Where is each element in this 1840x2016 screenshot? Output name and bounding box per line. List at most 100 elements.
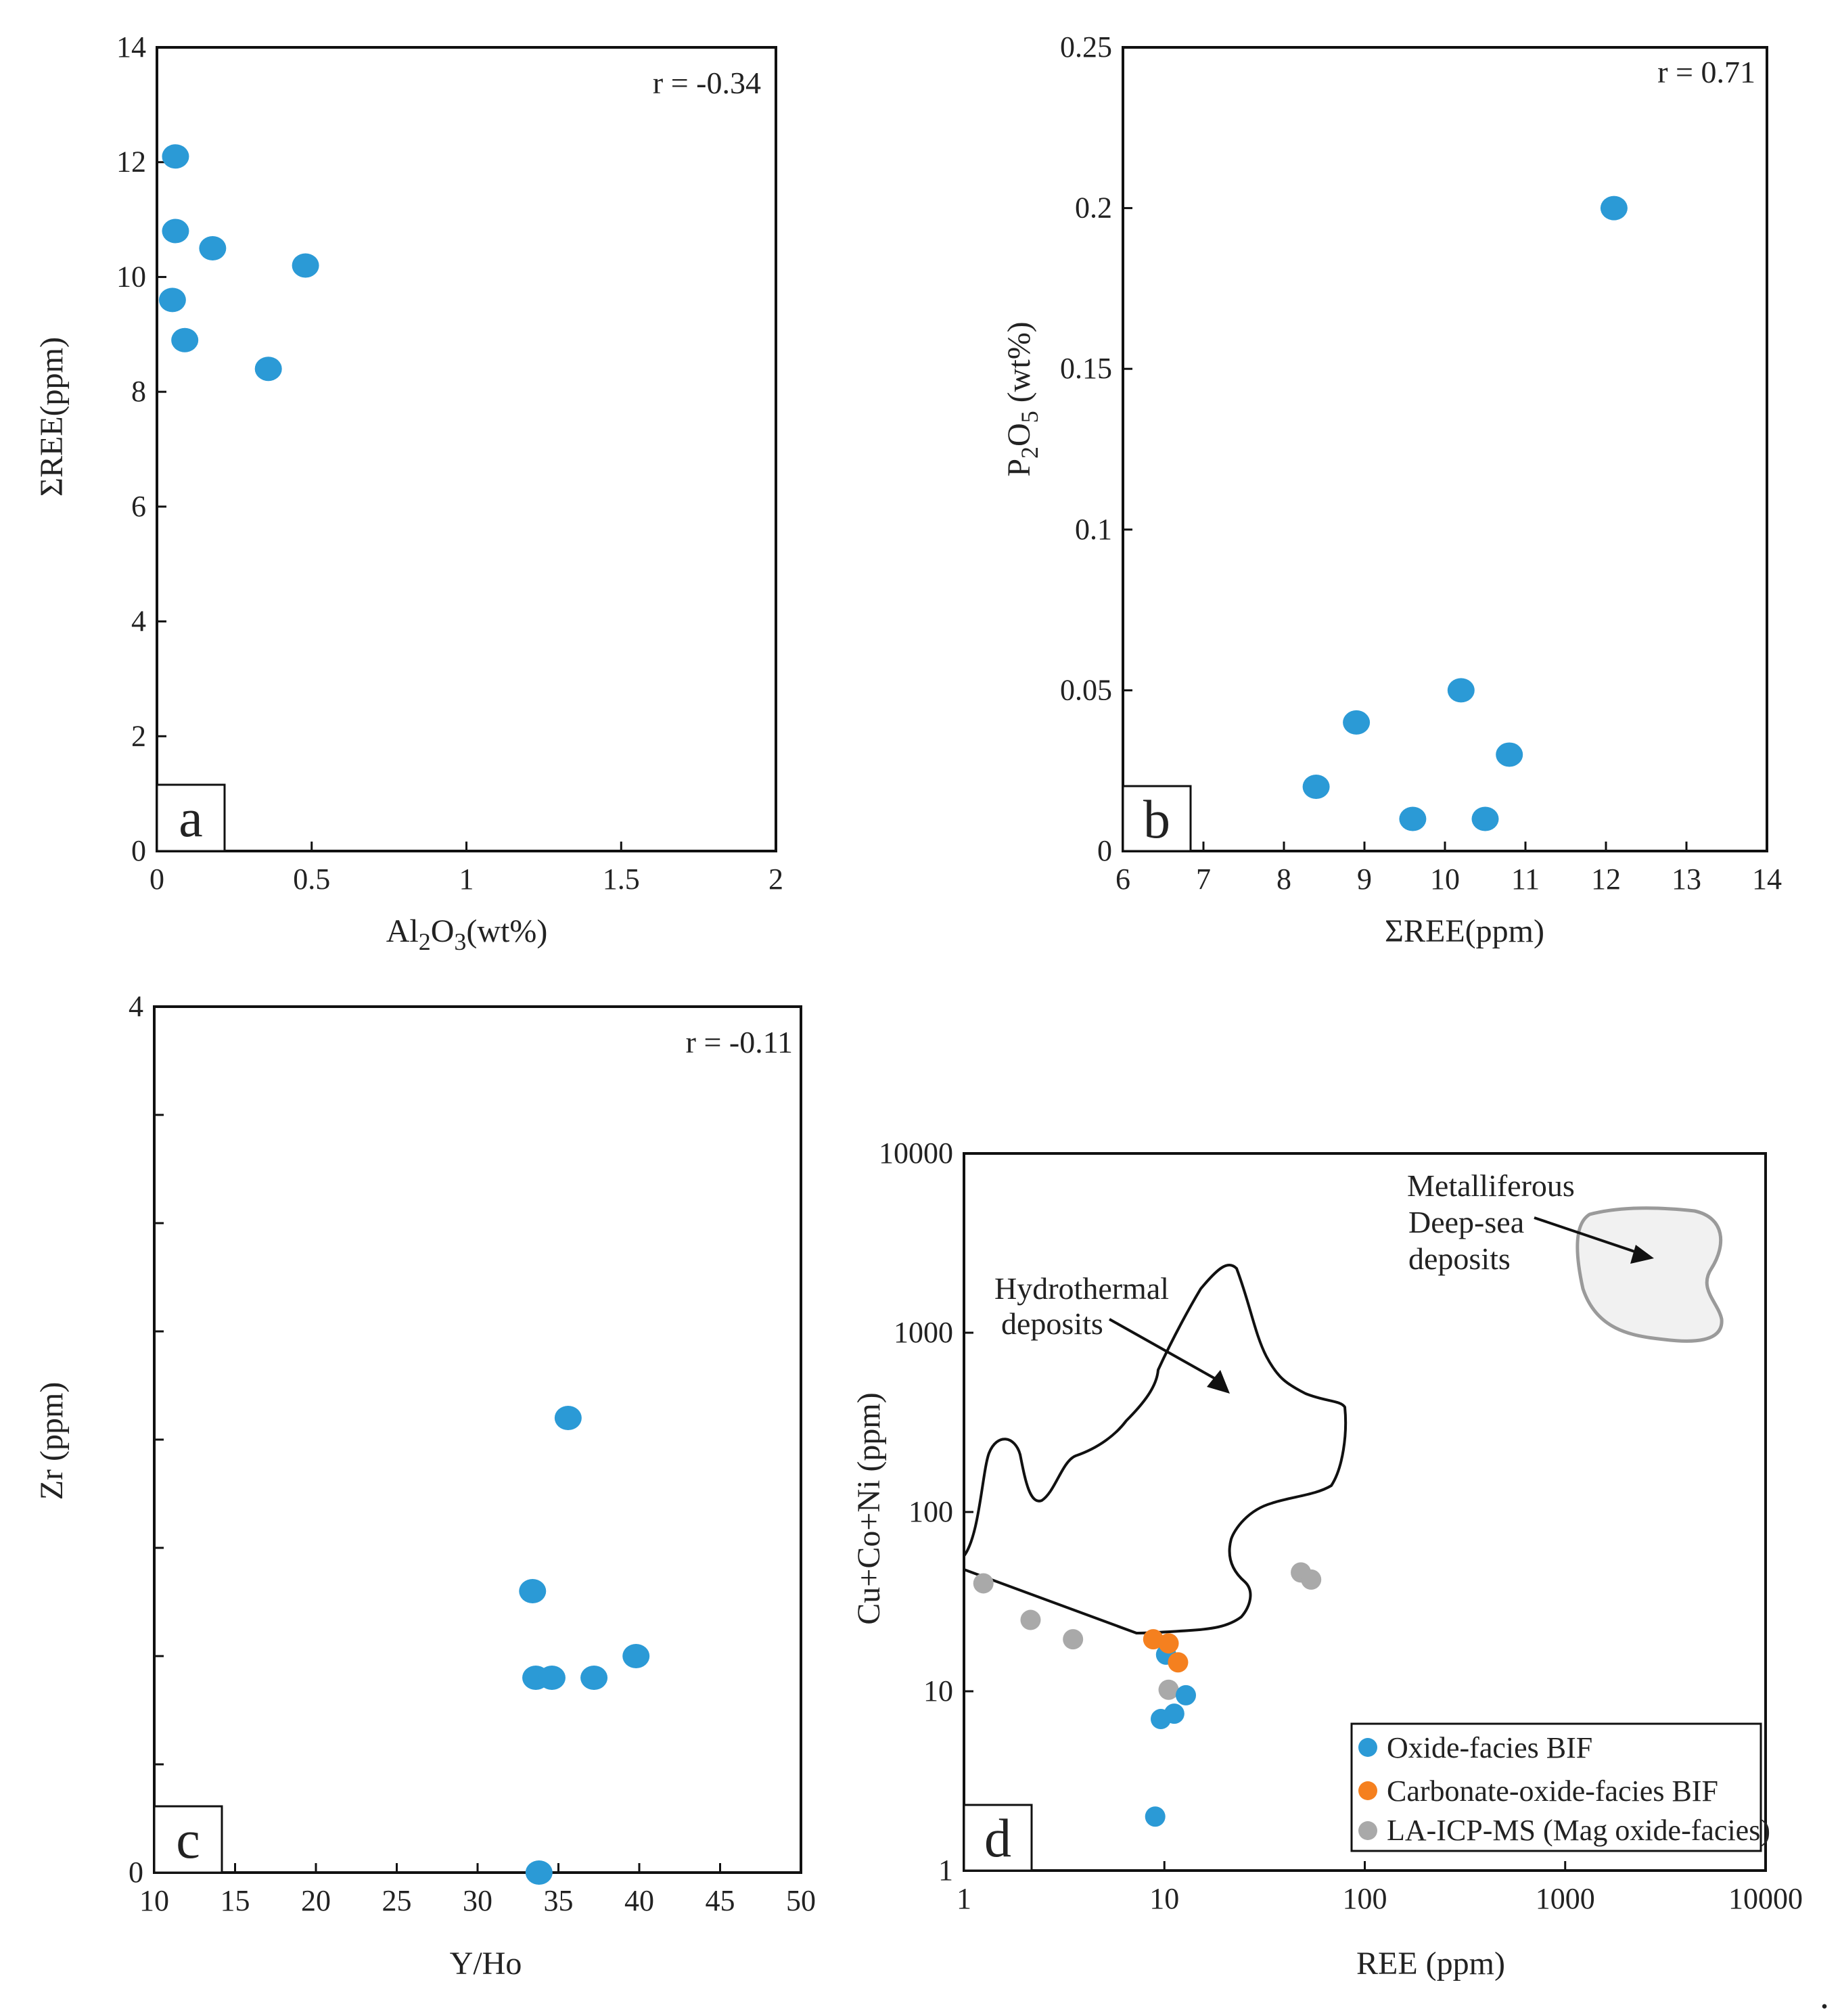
metalliferous-label: Metalliferous [1407,1168,1575,1203]
panel-b-ytick-label: 0.15 [1060,352,1112,385]
panel-d-letter-box [963,1804,1033,1872]
panel-d-xlabel: REE (ppm) [1356,1946,1505,1981]
panel-b-data-point [1302,774,1330,799]
legend-carbonate-label: Carbonate-oxide-facies BIF [1387,1774,1718,1808]
panel-d-ylabel: Cu+Co+Ni (ppm) [851,1392,887,1624]
panel-c-data-point [538,1666,566,1690]
panel-c-data-point [519,1579,547,1603]
panel-b-ytick-label: 0 [1097,834,1112,867]
panel-a-data-point [162,144,189,169]
panel-b-ytick-label: 0.25 [1060,30,1112,64]
legend-oxide-marker [1358,1738,1377,1757]
panel-b-data-point [1600,196,1628,221]
la-icp-ms-point [1020,1609,1041,1630]
panel-b-letter-box [1122,785,1192,852]
panel-a-ytick-label: 12 [116,145,146,179]
hydrothermal-arrowhead [1207,1370,1230,1394]
panel-b-xtick-label: 14 [1752,863,1782,896]
hydrothermal-field [963,1264,1348,1635]
panel-d-xtick-label: 10 [1149,1882,1179,1915]
panel-a-ytick-label: 6 [131,490,146,523]
panel-c: 0 4 10 15 20 25 30 35 40 45 50 r = -0.11 c Y/Ho Z… [34,990,816,1981]
panel-a-data-point [254,357,282,382]
panel-c-data-point [554,1406,582,1430]
panel-b-xtick-label: 11 [1511,863,1540,896]
panel-d-xtick-label: 10000 [1728,1882,1803,1915]
panel-b-ylabel: P2O5 (wt%) [1001,321,1043,476]
panel-a-data-point [162,219,189,244]
panel-b-xtick-label: 7 [1196,863,1211,896]
panel-a-xlabel: Al2O3(wt%) [386,913,548,955]
panel-a-xtick-label: 0 [150,863,164,896]
carbonate-oxide-point [1158,1633,1179,1654]
legend-box [1350,1722,1762,1852]
panel-c-data-point [525,1860,553,1885]
legend-oxide-label: Oxide-facies BIF [1387,1731,1592,1764]
panel-a-xtick-label: 1.5 [603,863,640,896]
legend-carbonate-marker [1358,1781,1377,1800]
panel-d-ytick-label: 100 [908,1495,953,1528]
panel-b-ytick-label: 0.05 [1060,673,1112,706]
panel-b-ytick-label: 0.1 [1075,513,1112,546]
la-icp-ms-point [1158,1679,1179,1700]
panel-d-ytick-label: 10000 [879,1137,953,1170]
panel-c-letter-box [153,1805,223,1874]
panel-a-xtick-label: 0.5 [293,863,330,896]
panel-c-frame [153,1005,802,1874]
panel-c-ytick-label: 4 [129,990,143,1023]
panel-b-xtick-label: 6 [1116,863,1130,896]
panel-b-xtick-label: 13 [1672,863,1701,896]
carbonate-oxide-point [1168,1652,1189,1673]
panel-b-letter: b [1143,790,1170,850]
panel-b-xtick-label: 10 [1430,863,1460,896]
panel-b-data-point [1471,806,1499,831]
legend-laicpms-label: LA-ICP-MS (Mag oxide-facies) [1387,1814,1770,1847]
panel-c-ytick-label: 0 [129,1856,143,1889]
panel-c-letter: c [176,1810,200,1870]
panel-b-data-point [1343,710,1371,735]
legend-laicpms-marker [1358,1821,1377,1840]
panel-b-ytick-label: 0.2 [1075,191,1112,225]
panel-b-data-point [1399,806,1427,831]
panel-d-xtick-label: 1 [957,1882,971,1915]
panel-a-r-value: r = -0.34 [653,66,761,100]
panel-b-xlabel: ΣREE(ppm) [1385,913,1544,949]
hydrothermal-label-2: deposits [1001,1306,1103,1341]
panel-a-xtick-label: 2 [768,863,783,896]
panel-a-data-point [171,327,199,352]
panel-c-ylabel: Zr (ppm) [34,1382,70,1500]
panel-a-frame [156,46,777,852]
metalliferous-arrow [1534,1216,1641,1255]
panel-c-xlabel: Y/Ho [450,1946,522,1981]
panel-a-ytick-label: 0 [131,834,146,867]
panel-a-ylabel: ΣREE(ppm) [34,337,70,497]
panel-a: 0 2 4 6 8 10 12 14 0 0.5 1 1.5 2 r = -0.34 a Al2O3(… [34,30,783,955]
panel-b-frame [1122,46,1768,852]
panel-c-xtick-label: 20 [301,1884,331,1917]
oxide-facies-point [1176,1685,1197,1705]
la-icp-ms-point [1301,1569,1322,1590]
panel-d-xtick-label: 1000 [1536,1882,1595,1915]
panel-b-data-point [1496,742,1523,767]
panel-a-data-point [158,288,186,313]
panel-a-ytick-label: 8 [131,375,146,408]
panel-a-data-point [199,236,227,260]
panel-c-xtick-label: 50 [786,1884,816,1917]
panel-c-xtick-label: 40 [624,1884,654,1917]
la-icp-ms-point [973,1573,994,1594]
panel-a-xtick-label: 1 [459,863,474,896]
panel-b-xtick-label: 8 [1276,863,1291,896]
panel-a-ytick-label: 14 [116,30,146,64]
panel-c-xtick-label: 45 [706,1884,735,1917]
metalliferous-label-3: deposits [1408,1241,1511,1276]
panel-d-ytick-label: 1 [938,1854,953,1887]
la-icp-ms-point [1063,1629,1084,1650]
panel-a-data-point [292,253,319,278]
panel-d: 1 10 100 1000 10000 1 10 100 1000 10000 Hydrothe… [851,1137,1803,1981]
hydrothermal-arrow [1109,1318,1218,1381]
panel-c-xtick-label: 30 [463,1884,492,1917]
panel-c-xtick-label: 35 [544,1884,574,1917]
oxide-facies-point [1145,1806,1166,1827]
metalliferous-arrowhead [1630,1245,1654,1264]
